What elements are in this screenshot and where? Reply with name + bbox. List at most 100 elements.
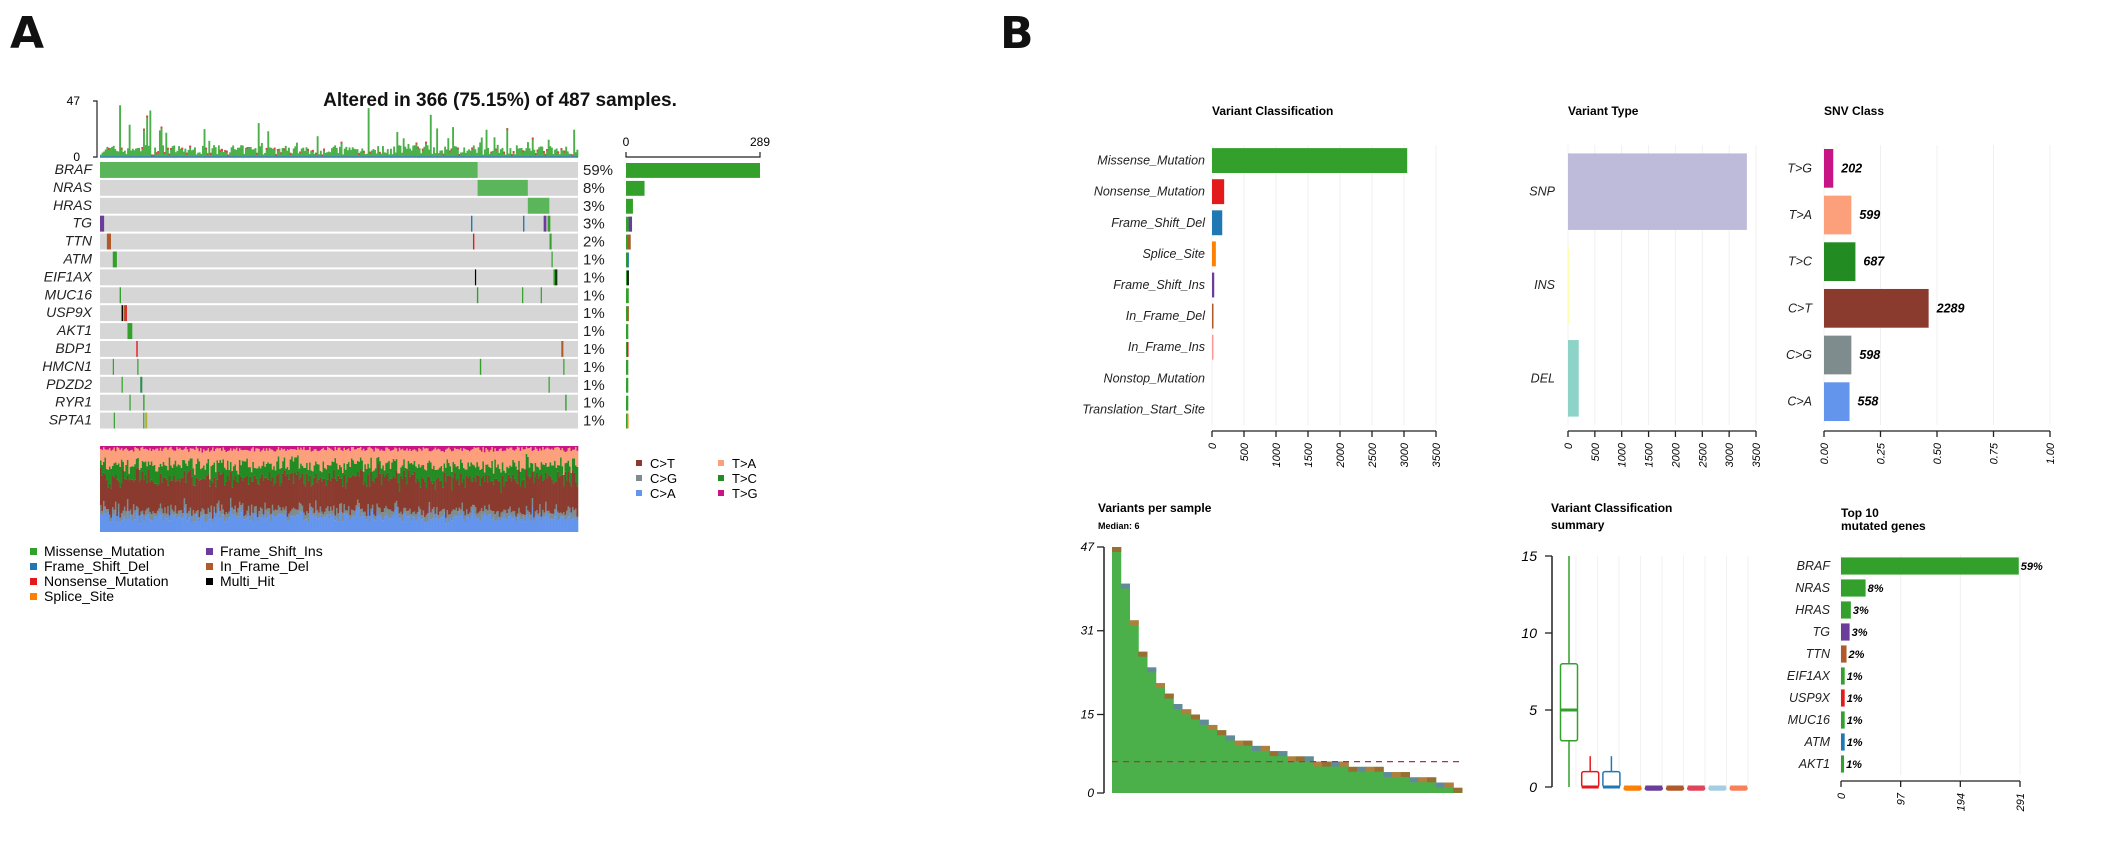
titv-segment [215,517,217,532]
tmb-tick-label: 0 [73,150,80,164]
vps-bar-top-segment [1383,772,1393,778]
tmb-bar [541,146,544,157]
titv-segment [191,458,193,477]
titv-segment [549,519,552,532]
titv-segment [358,446,361,448]
titv-segment [288,513,291,521]
titv-segment [220,514,223,532]
titv-segment [216,512,219,532]
tmb-bar-nonsense [315,152,317,155]
titv-segment [280,514,283,532]
titv-segment [380,512,383,518]
gene-percent-label: 3% [583,198,605,215]
gene-label: HRAS [53,197,93,213]
titv-segment [286,449,289,468]
titv-segment [341,450,344,473]
titv-segment [503,446,506,451]
titv-segment [412,512,414,517]
titv-segment [339,478,341,504]
tmb-bar-nonsense [358,153,361,156]
titv-segment [445,446,447,450]
tmb-bar [374,149,376,157]
vps-bar [1199,719,1209,793]
titv-segment [340,512,343,532]
titv-segment [430,480,432,513]
titv-segment [349,519,352,532]
titv-segment [235,512,238,517]
top10-genes-value-label: 1% [1847,671,1863,683]
titv-segment [315,500,317,512]
titv-segment [232,509,235,516]
tmb-bar-nonsense [273,147,276,150]
tmb-bar [302,147,305,157]
titv-segment [252,447,255,462]
tmb-bar-nonsense [458,154,461,157]
titv-segment [285,511,288,532]
gene-alteration-mark [106,233,111,250]
titv-segment [540,520,543,532]
titv-segment [298,502,301,512]
titv-segment [152,446,155,450]
titv-segment [458,449,461,470]
titv-segment [356,460,359,472]
titv-segment [552,446,555,450]
titv-segment [442,446,444,451]
titv-segment [231,507,234,515]
titv-segment [310,511,313,532]
titv-segment [388,460,391,481]
titv-segment [534,516,537,532]
titv-segment [377,448,380,457]
titv-segment [188,511,190,518]
titv-segment [522,446,525,450]
tmb-bar [437,153,440,157]
tmb-bar [135,148,137,157]
vps-bar [1208,724,1218,793]
titv-segment [328,472,331,512]
gene-alteration-mark [113,412,115,429]
titv-segment [397,446,400,452]
titv-segment [301,449,304,466]
tmb-bar-nonsense [155,152,158,155]
titv-segment [561,466,564,475]
tmb-bar [203,129,206,157]
vps-bar-top-segment [1330,761,1340,767]
gene-alteration-mark [548,376,550,393]
titv-segment [352,447,355,461]
tmb-bar-nonsense [512,151,515,154]
titv-segment [555,504,558,511]
tmb-bar [230,147,233,157]
titv-segment [410,513,413,522]
titv-segment [201,515,204,532]
titv-segment [119,517,122,523]
titv-segment [542,464,544,481]
titv-segment [430,451,432,463]
titv-segment [215,486,217,514]
gene-count-bar [626,324,629,339]
titv-segment [525,514,528,532]
titv-segment [448,514,450,522]
titv-segment [259,477,262,508]
titv-segment [533,483,535,518]
titv-segment [135,468,138,507]
titv-segment [218,462,220,472]
titv-segment [100,448,102,461]
titv-segment [470,446,473,450]
titv-segment [194,513,196,522]
tmb-bar [166,147,169,157]
tmb-bar-nonsense [490,151,493,154]
variant-type-x-tick-label: 2000 [1670,442,1682,468]
snv-class-category-label: C>G [1786,348,1812,362]
titv-segment [277,447,280,457]
titv-segment [128,446,131,451]
tmb-bar [299,151,302,157]
titv-segment [327,446,329,465]
titv-segment [468,451,471,467]
titv-segment [449,449,452,467]
titv-segment [327,446,329,447]
variant-classification-category-label: Splice_Site [1142,247,1205,261]
titv-segment [273,451,276,467]
titv-segment [389,478,392,510]
titv-segment [416,467,419,479]
titv-segment [339,510,341,532]
